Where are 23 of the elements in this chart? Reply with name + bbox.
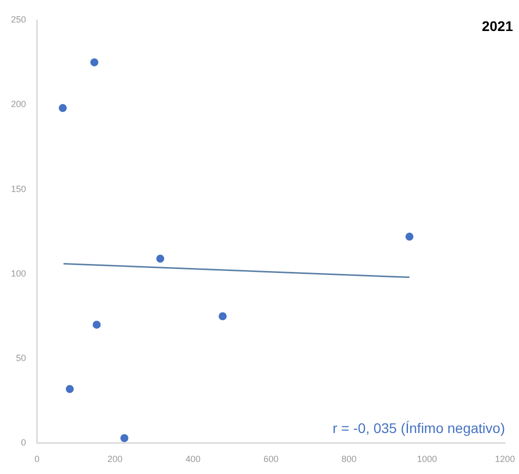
y-tick-label: 150 — [10, 184, 26, 194]
x-tick-label: 0 — [34, 454, 40, 464]
x-tick-label: 800 — [341, 454, 357, 464]
x-tick-label: 1200 — [494, 454, 516, 464]
y-tick-label: 200 — [10, 99, 26, 110]
point — [92, 320, 101, 329]
point — [218, 312, 227, 320]
point — [90, 58, 98, 66]
x-tick-label: 1000 — [416, 454, 438, 464]
chart-title: 2021 — [482, 18, 513, 34]
y-tick-label: 250 — [10, 14, 26, 24]
annotation: r = -0, 035 (Ínfimo negativo) — [332, 420, 505, 436]
point — [120, 434, 128, 442]
y-tick-label: 50 — [16, 353, 26, 364]
x-tick-label: 200 — [108, 454, 123, 464]
point — [405, 232, 414, 241]
point — [156, 254, 164, 263]
y-tick-label: 0 — [21, 438, 26, 448]
point — [66, 385, 74, 394]
y-tick-label: 100 — [10, 268, 26, 278]
x-tick-label: 400 — [185, 454, 201, 464]
x-tick-label: 600 — [263, 454, 279, 464]
point — [58, 104, 67, 112]
